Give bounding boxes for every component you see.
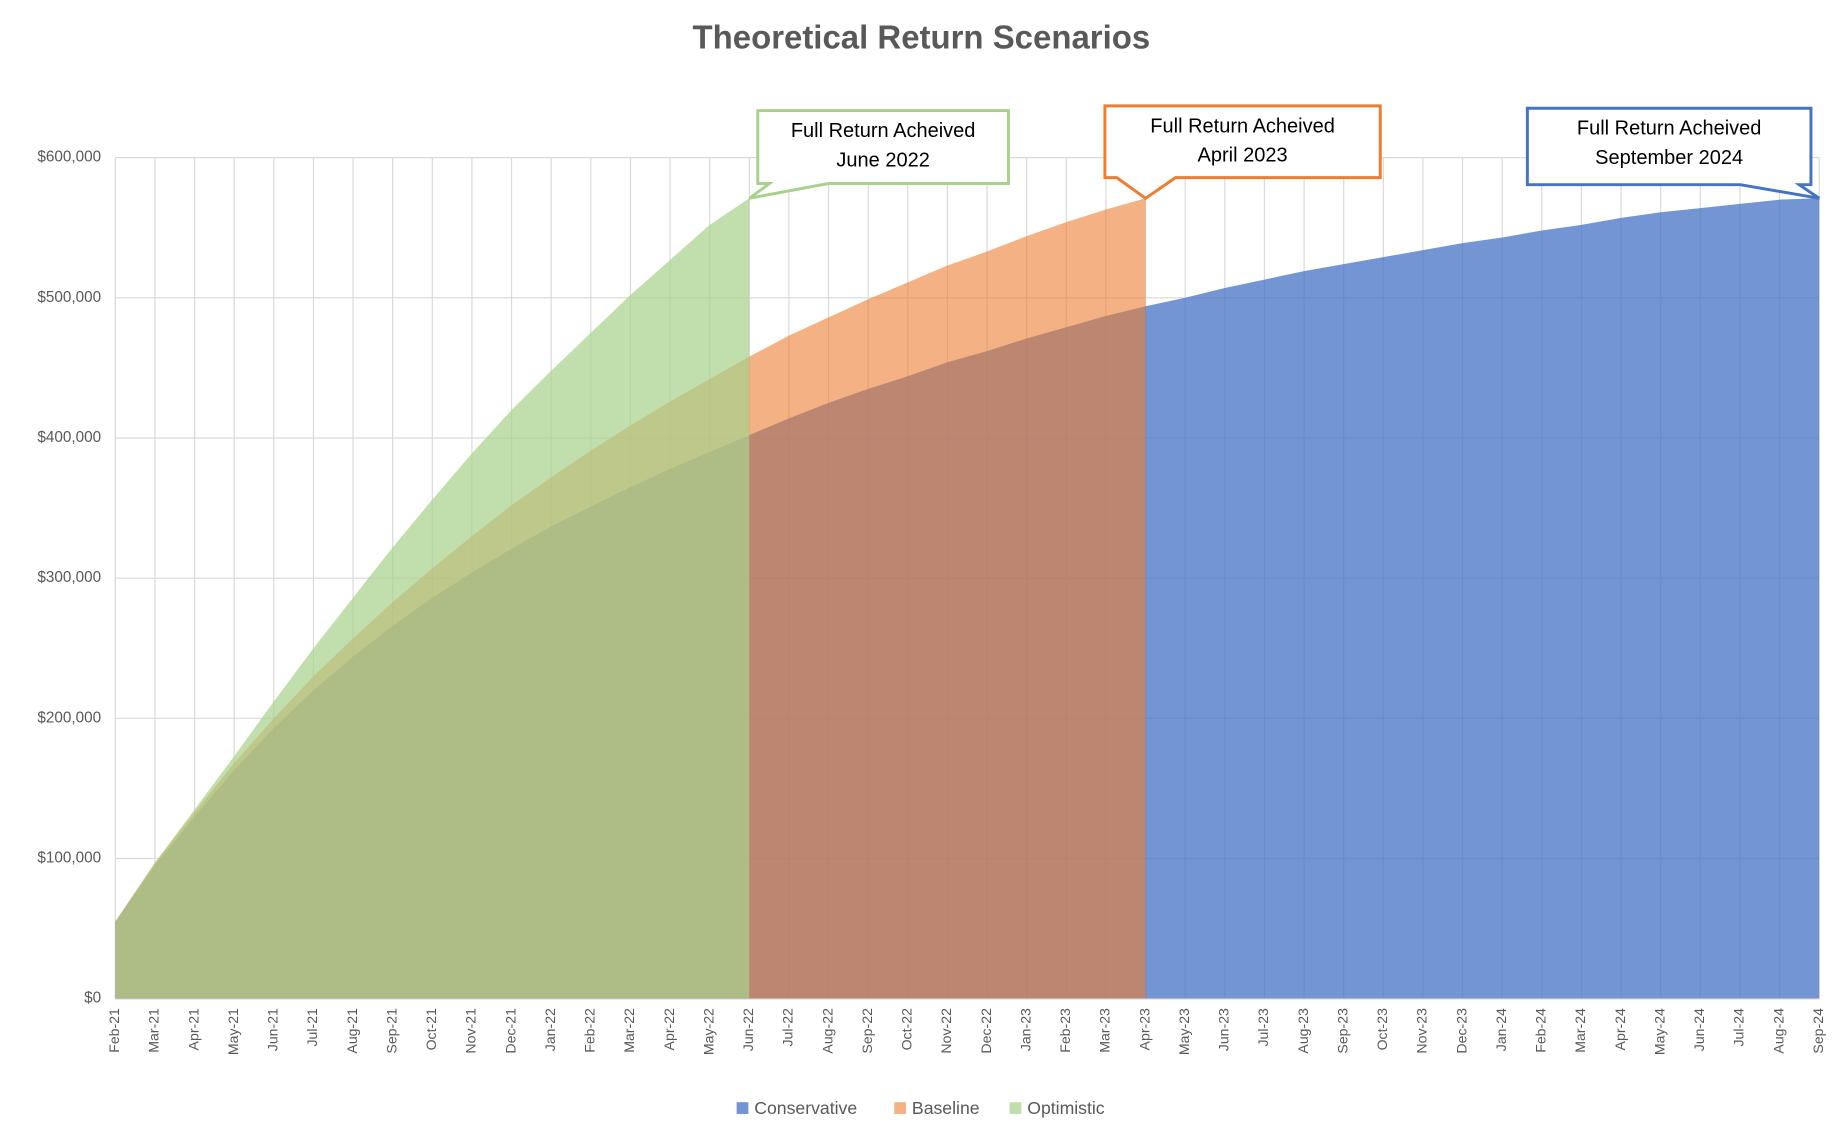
x-tick-label: Jul-23 — [1255, 1008, 1271, 1047]
x-tick-label: May-21 — [225, 1008, 241, 1055]
x-tick-label: Mar-24 — [1572, 1008, 1588, 1053]
x-tick-label: Jan-24 — [1493, 1008, 1509, 1051]
x-tick-label: Feb-24 — [1533, 1008, 1549, 1053]
x-tick-label: Aug-23 — [1295, 1008, 1311, 1054]
annotation: Full Return Acheived — [791, 120, 976, 142]
y-tick-label: $500,000 — [37, 289, 101, 306]
callout — [748, 109, 1010, 200]
x-tick-label: May-23 — [1176, 1008, 1192, 1055]
x-tick-label: Sep-22 — [859, 1008, 875, 1054]
annotation: April 2023 — [1198, 145, 1288, 167]
x-tick-label: Jun-21 — [265, 1008, 281, 1051]
x-tick-label: Sep-21 — [383, 1008, 399, 1054]
legend-swatch — [736, 1102, 749, 1114]
y-tick-label: $600,000 — [37, 149, 101, 166]
x-tick-label: Sep-24 — [1810, 1008, 1826, 1054]
legend-label: Conservative — [754, 1098, 857, 1118]
x-tick-label: Dec-22 — [978, 1008, 994, 1054]
y-tick-label: $0 — [84, 990, 101, 1007]
x-tick-label: Aug-24 — [1770, 1008, 1786, 1054]
callout — [1103, 104, 1382, 201]
x-tick-label: Apr-23 — [1136, 1008, 1152, 1050]
x-tick-label: Jun-22 — [740, 1008, 756, 1051]
area — [115, 198, 750, 999]
legend-label: Baseline — [912, 1098, 980, 1118]
x-tick-label: Nov-22 — [938, 1008, 954, 1054]
x-tick-label: Nov-23 — [1414, 1008, 1430, 1054]
x-tick-label: Apr-22 — [661, 1008, 677, 1050]
plot: Theoretical Return Scenarios $0 $100,000 $… — [37, 19, 1825, 1118]
x-tick-label: Jul-22 — [780, 1008, 796, 1047]
x-tick-label: Jun-23 — [1216, 1008, 1232, 1051]
x-tick-label: Oct-21 — [423, 1008, 439, 1050]
x-tick-label: Jun-24 — [1691, 1008, 1707, 1051]
annotation: September 2024 — [1595, 147, 1743, 169]
x-tick-label: Dec-23 — [1453, 1008, 1469, 1054]
annotation: Full Return Acheived — [1577, 118, 1762, 140]
x-tick-label: Aug-22 — [819, 1008, 835, 1054]
x-tick-label: Apr-24 — [1612, 1008, 1628, 1050]
legend-swatch — [894, 1102, 907, 1114]
callout — [1525, 106, 1821, 200]
annotation: June 2022 — [836, 149, 929, 171]
x-tick-label: Aug-21 — [344, 1008, 360, 1054]
annotation: Full Return Acheived — [1150, 115, 1335, 137]
x-tick-label: Mar-22 — [621, 1008, 637, 1053]
y-tick-label: $200,000 — [37, 709, 101, 726]
x-tick-label: Dec-21 — [502, 1008, 518, 1054]
x-tick-label: May-24 — [1651, 1008, 1667, 1055]
x-tick-label: Feb-22 — [582, 1008, 598, 1053]
x-tick-label: Jul-21 — [304, 1008, 320, 1047]
x-tick-label: Nov-21 — [463, 1008, 479, 1054]
x-tick-label: Oct-22 — [899, 1008, 915, 1050]
chart-title: Theoretical Return Scenarios — [693, 19, 1151, 56]
x-tick-label: Oct-23 — [1374, 1008, 1390, 1050]
x-tick-label: Apr-21 — [185, 1008, 201, 1050]
y-tick-label: $400,000 — [37, 429, 101, 446]
x-tick-label: Feb-23 — [1057, 1008, 1073, 1053]
x-tick-label: Jan-23 — [1017, 1008, 1033, 1051]
x-tick-label: May-22 — [700, 1008, 716, 1055]
y-tick-label: $300,000 — [37, 569, 101, 586]
x-tick-label: Mar-21 — [146, 1008, 162, 1053]
legend-label: Optimistic — [1027, 1098, 1105, 1118]
x-tick-label: Jan-22 — [542, 1008, 558, 1051]
legend-swatch — [1009, 1102, 1022, 1114]
y-tick-label: $100,000 — [37, 850, 101, 867]
x-tick-label: Sep-23 — [1334, 1008, 1350, 1054]
x-tick-label: Jul-24 — [1731, 1008, 1747, 1047]
x-tick-label: Mar-23 — [1097, 1008, 1113, 1053]
x-tick-label: Feb-21 — [106, 1008, 122, 1053]
